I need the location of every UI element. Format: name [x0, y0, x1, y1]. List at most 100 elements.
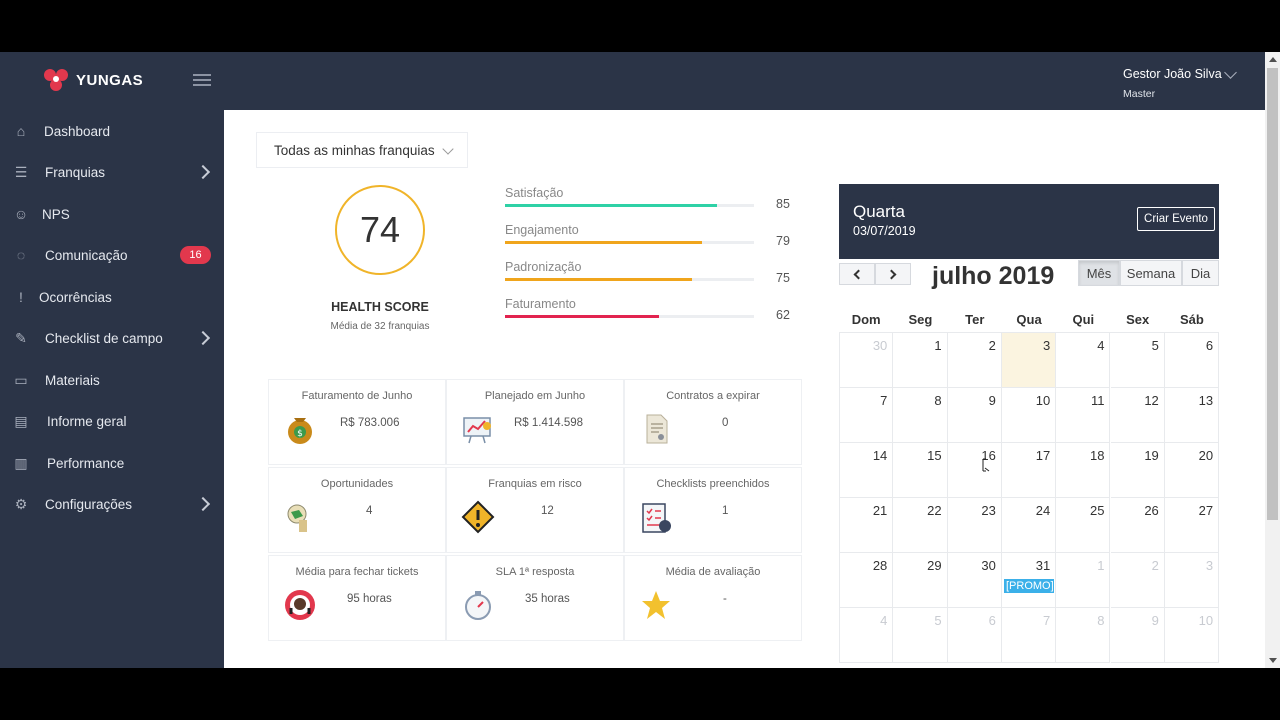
calendar-day-cell[interactable]: 4	[839, 608, 894, 663]
kpi-card[interactable]: Faturamento de Junho $ R$ 783.006	[268, 379, 446, 465]
kpi-card[interactable]: SLA 1ª resposta 35 horas	[446, 555, 624, 641]
kpi-card[interactable]: Oportunidades 4	[268, 467, 446, 553]
sidebar-item-9[interactable]: ⚙ Configurações	[0, 487, 224, 521]
calendar-day-cell[interactable]: 7	[839, 388, 894, 443]
yungas-logo-icon	[44, 69, 68, 91]
calendar-day-cell[interactable]: 24	[1001, 498, 1057, 553]
calendar-day-cell[interactable]: 9	[1110, 608, 1165, 663]
star-icon	[642, 591, 670, 619]
sidebar-item-5[interactable]: ✎ Checklist de campo	[0, 321, 224, 355]
calendar-day-number: 17	[1035, 448, 1051, 463]
kpi-card[interactable]: Média para fechar tickets 95 horas	[268, 555, 446, 641]
calendar-next-button[interactable]	[875, 263, 911, 285]
scrollbar[interactable]	[1265, 52, 1280, 668]
calendar-day-cell[interactable]: 30	[947, 553, 1002, 608]
contract-icon	[646, 414, 668, 444]
calendar-prev-button[interactable]	[839, 263, 875, 285]
calendar-day-cell[interactable]: 2	[1110, 553, 1165, 608]
calendar-day-cell[interactable]: 21	[839, 498, 894, 553]
calendar-day-cell[interactable]: 8	[1056, 608, 1111, 663]
chevron-down-icon[interactable]	[1224, 66, 1237, 79]
calendar-day-cell[interactable]: 25	[1056, 498, 1111, 553]
calendar-day-cell[interactable]: 7	[1001, 608, 1057, 663]
calendar-view-2-button[interactable]: Dia	[1182, 260, 1219, 286]
calendar-day-cell[interactable]: 28	[839, 553, 894, 608]
calendar-day-cell[interactable]: 2	[947, 333, 1002, 388]
sidebar-item-7[interactable]: ▤ Informe geral	[0, 404, 224, 438]
calendar-day-cell[interactable]: 19	[1110, 443, 1165, 498]
calendar-view-1-button[interactable]: Semana	[1120, 260, 1182, 286]
calendar-day-cell[interactable]: 26	[1110, 498, 1165, 553]
calendar-day-cell[interactable]: 4	[1056, 333, 1111, 388]
sidebar-item-0[interactable]: ⌂ Dashboard	[0, 114, 224, 148]
kpi-card-value: R$ 783.006	[340, 417, 400, 429]
calendar-view-0-button[interactable]: Mês	[1078, 260, 1120, 286]
calendar-day-cell[interactable]: 3	[1001, 333, 1057, 388]
calendar-day-cell[interactable]: 15	[893, 443, 948, 498]
chevron-left-icon	[853, 269, 864, 279]
metric-progress-fill	[505, 315, 660, 318]
calendar-day-cell[interactable]: 11	[1056, 388, 1111, 443]
calendar-day-cell[interactable]: 1	[893, 333, 948, 388]
sidebar-item-label: Franquias	[45, 164, 106, 180]
kpi-card[interactable]: Checklists preenchidos 1	[624, 467, 802, 553]
calendar-day-cell[interactable]: 16	[947, 443, 1002, 498]
calendar-day-cell[interactable]: 23	[947, 498, 1002, 553]
user-name[interactable]: Gestor João Silva	[1123, 67, 1222, 81]
metric-value: 85	[776, 197, 790, 211]
calendar-day-cell[interactable]: 22	[893, 498, 948, 553]
kpi-card-title: Checklists preenchidos	[656, 478, 770, 490]
calendar-day-cell[interactable]: 6	[1164, 333, 1220, 388]
calendar-day-cell[interactable]: 20	[1164, 443, 1220, 498]
metric-progress-fill	[505, 204, 717, 207]
calendar-day-cell[interactable]: 14	[839, 443, 894, 498]
calendar-day-number: 23	[981, 503, 996, 518]
sidebar-item-8[interactable]: ▥ Performance	[0, 446, 224, 480]
calendar-day-cell[interactable]: 3	[1164, 553, 1220, 608]
sidebar-item-2[interactable]: ☺ NPS	[0, 197, 224, 231]
calendar-day-cell[interactable]: 17	[1001, 443, 1057, 498]
sidebar-item-label: Ocorrências	[39, 289, 112, 305]
calendar-day-cell[interactable]: 10	[1164, 608, 1220, 663]
svg-text:$: $	[297, 429, 303, 439]
scroll-thumb[interactable]	[1267, 68, 1278, 520]
calendar-event[interactable]: [PROMO]	[1004, 579, 1054, 593]
calendar-day-number: 10	[1035, 393, 1051, 408]
calendar-day-cell[interactable]: 29	[893, 553, 948, 608]
create-event-button[interactable]: Criar Evento	[1137, 207, 1215, 231]
sidebar-item-3[interactable]: ◌ Comunicação 16	[0, 238, 224, 272]
sidebar-item-4[interactable]: ! Ocorrências	[0, 280, 224, 314]
calendar-day-number: 5	[934, 613, 942, 628]
calendar-day-cell[interactable]: 30	[839, 333, 894, 388]
franchise-filter-select[interactable]: Todas as minhas franquias	[256, 132, 468, 168]
calendar-day-cell[interactable]: 31	[1001, 553, 1057, 608]
calendar-day-cell[interactable]: 1	[1056, 553, 1111, 608]
calendar-day-number: 20	[1198, 448, 1214, 463]
calendar-day-cell[interactable]: 5	[893, 608, 948, 663]
scroll-down-icon[interactable]	[1269, 658, 1277, 663]
calendar-day-cell[interactable]: 9	[947, 388, 1002, 443]
topbar: Gestor João Silva Master	[224, 52, 1265, 110]
text-cursor-icon	[982, 458, 990, 472]
calendar-day-cell[interactable]: 12	[1110, 388, 1165, 443]
calendar-day-cell[interactable]: 8	[893, 388, 948, 443]
calendar-day-cell[interactable]: 13	[1164, 388, 1220, 443]
calendar-day-number: 25	[1090, 503, 1105, 518]
kpi-card[interactable]: Planejado em Junho R$ 1.414.598	[446, 379, 624, 465]
calendar-day-cell[interactable]: 18	[1056, 443, 1111, 498]
kpi-card[interactable]: Contratos a expirar 0	[624, 379, 802, 465]
calendar-day-cell[interactable]: 5	[1110, 333, 1165, 388]
hamburger-menu-icon[interactable]	[193, 74, 211, 86]
kpi-card[interactable]: Média de avaliação -	[624, 555, 802, 641]
sidebar-item-1[interactable]: ☰ Franquias	[0, 155, 224, 189]
sidebar-item-6[interactable]: ▭ Materiais	[0, 363, 224, 397]
gear-icon: ⚙	[14, 495, 28, 512]
calendar-day-number: 30	[872, 338, 888, 353]
brand-name: YUNGAS	[76, 72, 144, 89]
kpi-card[interactable]: Franquias em risco 12	[446, 467, 624, 553]
scroll-up-icon[interactable]	[1269, 57, 1277, 62]
brand[interactable]: YUNGAS	[0, 52, 224, 110]
calendar-day-cell[interactable]: 6	[947, 608, 1002, 663]
calendar-day-cell[interactable]: 10	[1001, 388, 1057, 443]
calendar-day-cell[interactable]: 27	[1164, 498, 1220, 553]
